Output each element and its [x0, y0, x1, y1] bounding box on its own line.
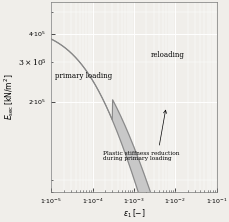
Y-axis label: $E_{\mathrm{sec}}\,[\mathrm{kN/m^2}]$: $E_{\mathrm{sec}}\,[\mathrm{kN/m^2}]$ — [2, 74, 16, 120]
Text: Plastic stiffness reduction
during primary loading: Plastic stiffness reduction during prima… — [103, 151, 179, 161]
Text: primary loading: primary loading — [54, 72, 111, 80]
X-axis label: $\varepsilon_1\,[-]$: $\varepsilon_1\,[-]$ — [122, 207, 145, 220]
Text: reloading: reloading — [150, 52, 183, 59]
